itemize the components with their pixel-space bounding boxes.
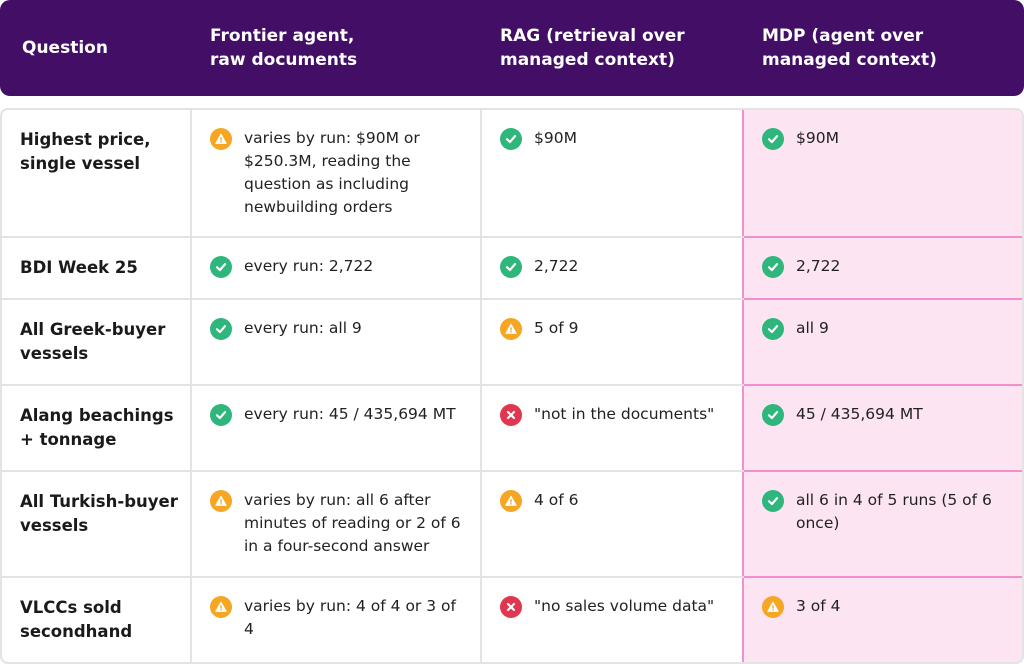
column-divider bbox=[480, 300, 482, 384]
rag-result-text: 4 of 6 bbox=[534, 491, 579, 509]
question-label: Highest price, single vessel bbox=[20, 130, 151, 173]
frontier-result: varies by run: 4 of 4 or 3 of 4 bbox=[210, 595, 469, 641]
mdp-result: $90M bbox=[762, 127, 1021, 150]
warning-icon bbox=[500, 490, 522, 512]
question-label: Alang beachings + tonnage bbox=[20, 406, 174, 449]
frontier-result-text: varies by run: 4 of 4 or 3 of 4 bbox=[244, 597, 456, 638]
frontier-result-text: every run: 2,722 bbox=[244, 257, 374, 275]
mdp-result-text: 2,722 bbox=[796, 257, 841, 275]
rag-result: 4 of 6 bbox=[500, 489, 749, 512]
check-icon bbox=[762, 318, 784, 340]
mdp-row-divider bbox=[744, 298, 1022, 300]
header-mdp: MDP (agent over managed context) bbox=[762, 26, 937, 70]
mdp-row-divider bbox=[744, 576, 1022, 578]
column-divider bbox=[190, 110, 192, 236]
column-divider bbox=[190, 238, 192, 298]
mdp-row-divider bbox=[744, 470, 1022, 472]
question-label: BDI Week 25 bbox=[20, 258, 138, 277]
question-label: All Greek-buyer vessels bbox=[20, 320, 166, 363]
header-frontier-agent: Frontier agent, raw documents bbox=[210, 26, 358, 70]
mdp-result: all 6 in 4 of 5 runs (5 of 6 once) bbox=[762, 489, 1021, 535]
mdp-result-text: all 9 bbox=[796, 319, 829, 337]
warning-icon bbox=[210, 490, 232, 512]
frontier-result-text: every run: all 9 bbox=[244, 319, 362, 337]
warning-icon bbox=[210, 596, 232, 618]
check-icon bbox=[210, 404, 232, 426]
mdp-result: 3 of 4 bbox=[762, 595, 1021, 618]
column-divider bbox=[190, 472, 192, 576]
mdp-result: 45 / 435,694 MT bbox=[762, 403, 1021, 426]
column-divider bbox=[480, 238, 482, 298]
check-icon bbox=[762, 490, 784, 512]
table-row: BDI Week 25 every run: 2,722 2,722 2,722 bbox=[2, 238, 1022, 300]
rag-result-text: "no sales volume data" bbox=[534, 597, 715, 615]
frontier-result: varies by run: all 6 after minutes of re… bbox=[210, 489, 469, 558]
check-icon bbox=[500, 256, 522, 278]
frontier-result: every run: all 9 bbox=[210, 317, 469, 340]
check-icon bbox=[210, 318, 232, 340]
frontier-result-text: varies by run: $90M or $250.3M, reading … bbox=[244, 129, 420, 216]
warning-icon bbox=[500, 318, 522, 340]
warning-icon bbox=[762, 596, 784, 618]
mdp-result: all 9 bbox=[762, 317, 1021, 340]
question-label: All Turkish-buyer vessels bbox=[20, 492, 178, 535]
frontier-result: every run: 45 / 435,694 MT bbox=[210, 403, 469, 426]
frontier-result-text: varies by run: all 6 after minutes of re… bbox=[244, 491, 461, 555]
comparison-table: Highest price, single vessel varies by ru… bbox=[0, 108, 1024, 664]
rag-result: 2,722 bbox=[500, 255, 749, 278]
rag-result-text: "not in the documents" bbox=[534, 405, 715, 423]
cross-icon bbox=[500, 596, 522, 618]
rag-result: "no sales volume data" bbox=[500, 595, 749, 618]
rag-result: 5 of 9 bbox=[500, 317, 749, 340]
frontier-result-text: every run: 45 / 435,694 MT bbox=[244, 405, 456, 423]
check-icon bbox=[210, 256, 232, 278]
table-row: Highest price, single vessel varies by ru… bbox=[2, 110, 1022, 238]
mdp-result: 2,722 bbox=[762, 255, 1021, 278]
mdp-highlight-column bbox=[742, 110, 1022, 662]
mdp-result-text: 45 / 435,694 MT bbox=[796, 405, 923, 423]
check-icon bbox=[500, 128, 522, 150]
check-icon bbox=[762, 256, 784, 278]
column-divider bbox=[190, 300, 192, 384]
check-icon bbox=[762, 404, 784, 426]
column-divider bbox=[480, 472, 482, 576]
rag-result: $90M bbox=[500, 127, 749, 150]
column-divider bbox=[190, 386, 192, 470]
table-row: All Greek-buyer vessels every run: all 9 5… bbox=[2, 300, 1022, 386]
rag-result-text: 2,722 bbox=[534, 257, 579, 275]
column-divider bbox=[190, 578, 192, 662]
column-divider bbox=[480, 110, 482, 236]
table-row: VLCCs sold secondhand varies by run: 4 of… bbox=[2, 578, 1022, 662]
mdp-result-text: $90M bbox=[796, 129, 839, 147]
cross-icon bbox=[500, 404, 522, 426]
frontier-result: varies by run: $90M or $250.3M, reading … bbox=[210, 127, 469, 219]
table-header: Question Frontier agent, raw documents R… bbox=[0, 0, 1024, 96]
mdp-result-text: 3 of 4 bbox=[796, 597, 841, 615]
rag-result-text: 5 of 9 bbox=[534, 319, 579, 337]
mdp-row-divider bbox=[744, 384, 1022, 386]
check-icon bbox=[762, 128, 784, 150]
mdp-row-divider bbox=[744, 236, 1022, 238]
table-row: All Turkish-buyer vessels varies by run: … bbox=[2, 472, 1022, 578]
mdp-result-text: all 6 in 4 of 5 runs (5 of 6 once) bbox=[796, 491, 992, 532]
header-rag: RAG (retrieval over managed context) bbox=[500, 26, 685, 70]
warning-icon bbox=[210, 128, 232, 150]
column-divider bbox=[480, 386, 482, 470]
column-divider bbox=[480, 578, 482, 662]
frontier-result: every run: 2,722 bbox=[210, 255, 469, 278]
header-question: Question bbox=[22, 38, 108, 58]
rag-result: "not in the documents" bbox=[500, 403, 749, 426]
rag-result-text: $90M bbox=[534, 129, 577, 147]
table-row: Alang beachings + tonnage every run: 45 /… bbox=[2, 386, 1022, 472]
question-label: VLCCs sold secondhand bbox=[20, 598, 133, 641]
